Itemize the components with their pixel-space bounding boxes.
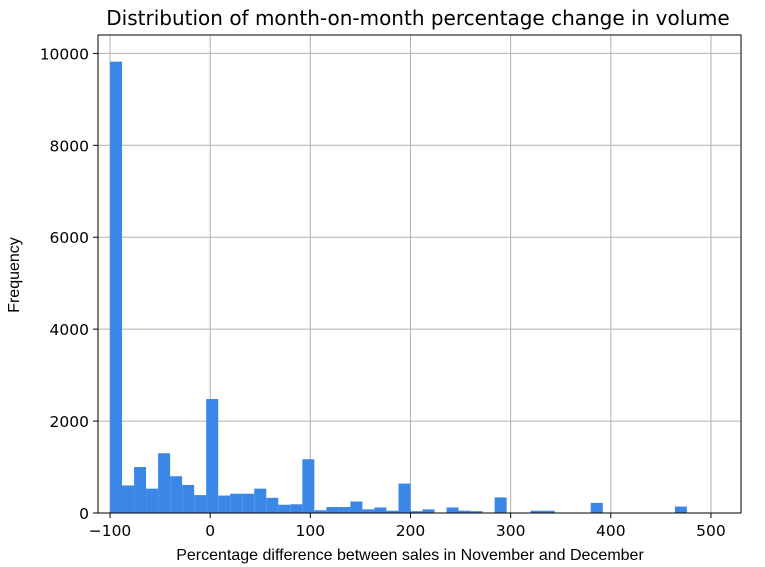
y-axis-ticks: 0 2000 4000 6000 8000 10000 [40, 45, 98, 523]
histogram-bar [374, 507, 387, 513]
y-tick-label: 2000 [50, 413, 89, 431]
histogram-bar [410, 511, 423, 513]
histogram-bar [530, 510, 543, 513]
histogram-bar [122, 485, 135, 513]
histogram-bar [542, 510, 555, 513]
histogram-bar [314, 510, 327, 513]
histogram-bar [242, 493, 255, 513]
histogram-bar [290, 504, 303, 513]
x-axis-ticks: −100 0 100 200 300 400 500 [89, 513, 726, 540]
histogram-bar [146, 488, 159, 513]
histogram-bar [134, 467, 147, 513]
histogram-bar [350, 501, 363, 513]
x-axis-label: Percentage difference between sales in N… [176, 547, 644, 564]
x-tick-label: 0 [205, 522, 215, 540]
histogram-bar [362, 509, 375, 513]
y-tick-label: 4000 [50, 321, 89, 339]
x-tick-label: −100 [89, 522, 132, 540]
y-tick-label: 6000 [50, 229, 89, 247]
y-tick-label: 0 [79, 505, 89, 523]
histogram-bar [398, 483, 411, 513]
histogram-bar [194, 495, 207, 513]
histogram-bar [158, 453, 171, 513]
y-tick-label: 10000 [40, 45, 89, 63]
histogram-bar [302, 459, 315, 513]
x-tick-label: 100 [296, 522, 326, 540]
histogram-bar [218, 495, 231, 513]
y-gridlines [98, 52, 741, 514]
histogram-bar [674, 506, 687, 513]
histogram-bar [182, 484, 195, 513]
x-tick-label: 500 [696, 522, 726, 540]
histogram-bar [278, 504, 291, 513]
histogram-bar [494, 497, 507, 513]
y-axis-label: Frequency [6, 237, 23, 313]
x-tick-label: 200 [396, 522, 426, 540]
x-tick-label: 300 [496, 522, 526, 540]
histogram-bar [254, 488, 267, 513]
histogram-bar [206, 399, 219, 513]
histogram-bar [446, 507, 459, 513]
histogram-bar [590, 502, 603, 513]
histogram-bar [338, 507, 351, 513]
x-tick-label: 400 [596, 522, 626, 540]
histogram-bars [110, 61, 687, 514]
histogram-bar [110, 61, 123, 514]
histogram-bar [386, 510, 399, 513]
y-tick-label: 8000 [50, 137, 89, 155]
histogram-bar [470, 511, 483, 513]
histogram-bar [326, 507, 339, 513]
histogram-bar [422, 509, 435, 513]
x-gridlines [109, 35, 712, 513]
histogram-bar [458, 510, 471, 513]
histogram-bar [170, 476, 183, 513]
histogram-bar [266, 497, 279, 513]
histogram-bar [230, 493, 243, 513]
chart-title: Distribution of month-on-month percentag… [106, 6, 729, 30]
plot-frame [97, 34, 742, 514]
